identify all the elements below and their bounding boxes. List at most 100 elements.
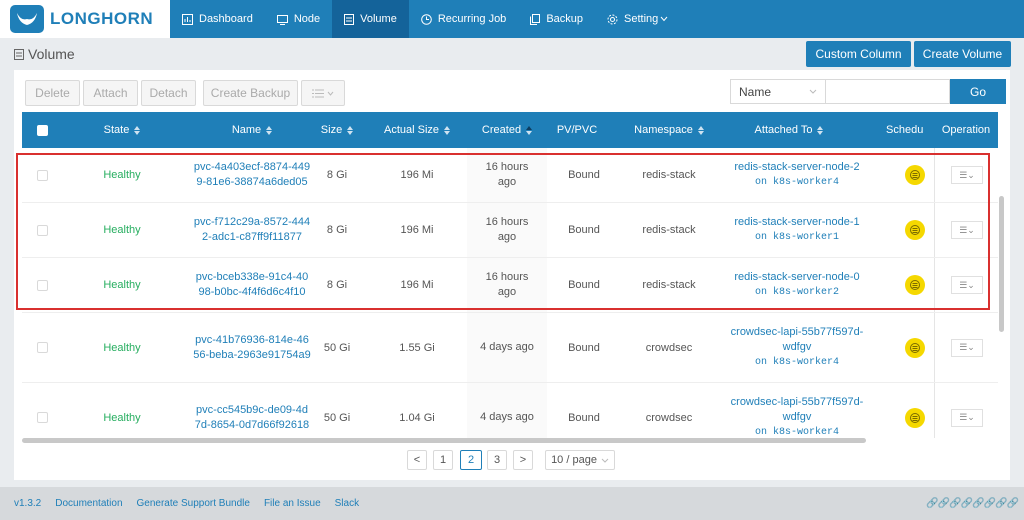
volume-name-line2: 98-b0bc-4f4f6d6c4f10	[198, 286, 306, 298]
column-name[interactable]: Name	[192, 112, 312, 148]
actual-size-cell: 196 Mi	[400, 279, 434, 291]
nav-recurring-job-label: Recurring Job	[437, 13, 507, 25]
highlight-box	[16, 153, 990, 310]
volume-name-line1: pvc-bceb338e-91c4-40	[195, 271, 309, 283]
filter-field-select[interactable]: Name	[730, 79, 826, 104]
volume-name-link[interactable]: pvc-cc545b9c-de09-4d 7d-8654-0d7d66f92618	[177, 383, 327, 438]
gear-icon	[607, 14, 618, 24]
row-checkbox[interactable]	[30, 313, 54, 382]
attached-workload: redis-stack-server-node-2	[734, 161, 860, 173]
attached-workload-line2: wdfgv	[782, 341, 812, 353]
column-actual-size[interactable]: Actual Size	[372, 112, 462, 148]
attach-button[interactable]: Attach	[83, 80, 138, 106]
attached-to-cell[interactable]: redis-stack-server-node-1 on k8s-worker1	[722, 203, 872, 257]
clock-icon	[421, 13, 432, 25]
chain-links-icon: 🔗🔗🔗🔗🔗🔗🔗🔗	[926, 498, 1019, 509]
create-backup-button[interactable]: Create Backup	[203, 80, 298, 106]
column-created[interactable]: Created	[467, 112, 547, 148]
actual-size-cell: 196 Mi	[400, 224, 434, 236]
prev-page-button[interactable]: <	[407, 450, 427, 470]
horizontal-scrollbar[interactable]	[22, 438, 866, 443]
schedule-cell[interactable]	[898, 148, 932, 202]
column-state-label: State	[103, 124, 130, 136]
attached-to-cell[interactable]: crowdsec-lapi-55b77f597d-wdfgv on k8s-wor…	[722, 383, 872, 438]
nav-backup-label: Backup	[546, 13, 584, 25]
sort-icon	[697, 125, 704, 135]
row-checkbox[interactable]	[30, 203, 54, 257]
page-2-button[interactable]: 2	[460, 450, 482, 470]
operation-menu-button[interactable]: ☰⌄	[951, 276, 983, 294]
nav-node[interactable]: Node	[265, 0, 332, 38]
state-cell: Healthy	[103, 341, 141, 354]
documentation-link[interactable]: Documentation	[55, 498, 123, 509]
go-button[interactable]: Go	[950, 79, 1006, 104]
schedule-cell[interactable]	[898, 383, 932, 438]
delete-button[interactable]: Delete	[25, 80, 80, 106]
schedule-cell[interactable]	[898, 258, 932, 312]
row-checkbox[interactable]	[30, 148, 54, 202]
schedule-cell[interactable]	[898, 313, 932, 382]
nav-dashboard[interactable]: Dashboard	[170, 0, 265, 38]
created-cell: 16 hours ago	[467, 148, 547, 202]
nav-setting[interactable]: Setting	[595, 0, 680, 38]
state-cell: Healthy	[103, 224, 141, 236]
attached-to-cell[interactable]: redis-stack-server-node-0 on k8s-worker2	[722, 258, 872, 312]
schedule-icon	[905, 220, 925, 240]
page-size-select[interactable]: 10 / page	[545, 450, 615, 470]
volume-icon	[14, 48, 24, 60]
size-cell: 50 Gi	[323, 341, 351, 354]
page-3-button[interactable]: 3	[487, 450, 507, 470]
attached-workload: crowdsec-lapi-55b77f597d-	[730, 326, 864, 338]
column-namespace[interactable]: Namespace	[624, 112, 714, 148]
row-checkbox[interactable]	[30, 258, 54, 312]
select-all-checkbox[interactable]	[30, 112, 54, 148]
schedule-icon	[905, 337, 925, 358]
version-link[interactable]: v1.3.2	[14, 498, 42, 509]
column-attached-to[interactable]: Attached To	[734, 112, 844, 148]
nav-backup[interactable]: Backup	[518, 0, 595, 38]
next-page-button[interactable]: >	[513, 450, 533, 470]
nav-recurring-job[interactable]: Recurring Job	[409, 0, 518, 38]
pvpvc-cell: Bound	[568, 279, 600, 291]
operation-menu-button[interactable]: ☰⌄	[951, 338, 983, 357]
namespace-cell: redis-stack	[642, 279, 696, 291]
column-schedule-label: Schedu	[886, 124, 924, 136]
volume-name-link[interactable]: pvc-41b76936-814e-46 56-beba-2963e91754a9	[177, 313, 327, 382]
nav-volume[interactable]: Volume	[332, 0, 409, 38]
column-size[interactable]: Size	[312, 112, 362, 148]
brand[interactable]: LONGHORN	[0, 0, 170, 38]
detach-button[interactable]: Detach	[141, 80, 196, 106]
pvpvc-cell: Bound	[568, 341, 600, 354]
row-checkbox[interactable]	[30, 383, 54, 438]
volume-name-link[interactable]: pvc-4a403ecf-8874-449 9-81e6-38874a6ded05	[177, 148, 327, 202]
custom-column-button[interactable]: Custom Column	[806, 41, 911, 67]
file-issue-link[interactable]: File an Issue	[263, 498, 321, 509]
column-name-label: Name	[231, 124, 262, 136]
attached-to-cell[interactable]: crowdsec-lapi-55b77f597d-wdfgv on k8s-wor…	[722, 313, 872, 382]
namespace-cell: redis-stack	[642, 169, 696, 181]
page-1-button[interactable]: 1	[433, 450, 453, 470]
column-namespace-label: Namespace	[634, 124, 693, 136]
column-actual-size-label: Actual Size	[383, 124, 440, 136]
operation-menu-button[interactable]: ☰⌄	[951, 166, 983, 184]
bulk-actions-button[interactable]	[301, 80, 345, 106]
create-volume-button[interactable]: Create Volume	[914, 41, 1011, 67]
column-operation-label: Operation	[941, 124, 991, 136]
table-row: Healthy pvc-41b76936-814e-46 56-beba-2963…	[22, 313, 998, 383]
search-input[interactable]	[826, 79, 950, 104]
column-state[interactable]: State	[82, 112, 162, 148]
operation-menu-button[interactable]: ☰⌄	[951, 408, 983, 427]
filter-field-value: Name	[739, 84, 772, 99]
volume-name-link[interactable]: pvc-bceb338e-91c4-40 98-b0bc-4f4f6d6c4f10	[177, 258, 327, 312]
created-line1: 16 hours	[485, 216, 529, 228]
sort-icon	[444, 125, 451, 135]
vertical-scrollbar[interactable]	[999, 196, 1004, 332]
attached-workload: redis-stack-server-node-0	[734, 271, 860, 283]
operation-menu-button[interactable]: ☰⌄	[951, 221, 983, 239]
slack-link[interactable]: Slack	[334, 498, 360, 509]
sort-icon	[526, 125, 533, 135]
support-bundle-link[interactable]: Generate Support Bundle	[136, 498, 250, 509]
attached-to-cell[interactable]: redis-stack-server-node-2 on k8s-worker4	[722, 148, 872, 202]
volume-name-link[interactable]: pvc-f712c29a-8572-444 2-adc1-c87ff9f11877	[177, 203, 327, 257]
schedule-cell[interactable]	[898, 203, 932, 257]
